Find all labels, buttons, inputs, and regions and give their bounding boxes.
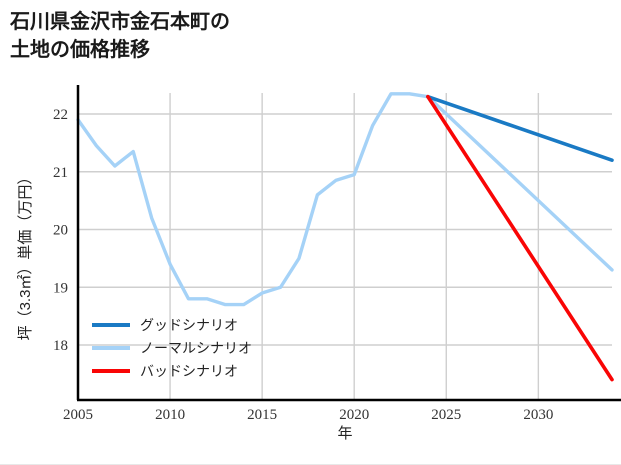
x-tick-label: 2020 bbox=[339, 407, 369, 423]
data-series-group bbox=[76, 92, 614, 382]
y-tick-label: 22 bbox=[53, 107, 68, 123]
x-tick-label: 2005 bbox=[63, 407, 93, 423]
y-axis-title: 坪（3.3㎡）単価（万円） bbox=[17, 170, 34, 341]
series-line-バッドシナリオ bbox=[426, 94, 614, 382]
x-tick-label: 2025 bbox=[431, 407, 461, 423]
y-tick-label: 20 bbox=[53, 223, 68, 239]
x-tick-label: 2010 bbox=[155, 407, 185, 423]
x-axis-ticks: 2005 2010 2015 2020 2025 2030 bbox=[63, 407, 553, 423]
series-line-グッドシナリオ bbox=[426, 94, 614, 162]
legend-label-2: バッドシナリオ bbox=[140, 363, 238, 379]
legend-label-1: ノーマルシナリオ bbox=[140, 340, 252, 356]
y-tick-label: 21 bbox=[53, 165, 68, 181]
chart-title: 石川県金沢市金石本町の 土地の価格推移 bbox=[10, 11, 230, 61]
legend-label-0: グッドシナリオ bbox=[140, 317, 238, 333]
axis-lines bbox=[76, 85, 621, 402]
x-tick-label: 2015 bbox=[247, 407, 277, 423]
y-tick-label: 19 bbox=[53, 280, 68, 296]
y-axis-ticks: 18 19 20 21 22 bbox=[53, 107, 68, 354]
x-axis-title: 年 bbox=[337, 425, 352, 442]
x-tick-label: 2030 bbox=[523, 407, 553, 423]
y-tick-label: 18 bbox=[53, 338, 68, 354]
series-line-ノーマルシナリオ bbox=[76, 92, 614, 307]
gridlines bbox=[78, 93, 612, 400]
